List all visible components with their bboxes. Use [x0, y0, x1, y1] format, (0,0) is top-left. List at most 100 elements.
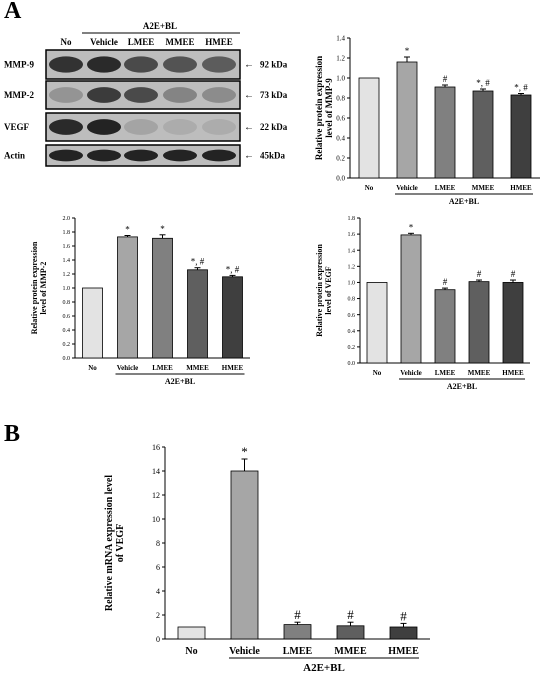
y-tick-label: 0.0 — [336, 174, 345, 182]
bar — [400, 234, 422, 364]
bar — [502, 282, 524, 364]
blot-band — [202, 56, 236, 73]
y-tick-label: 1.4 — [336, 34, 345, 42]
bar — [389, 626, 418, 640]
blot-band — [124, 87, 158, 103]
y-tick-label: 1.0 — [63, 286, 71, 292]
x-tick-label: HMEE — [502, 369, 524, 377]
blot-band — [163, 87, 197, 103]
y-axis-label: Relative protein expressionlevel of MMP-… — [30, 241, 48, 334]
blot-band — [163, 119, 197, 135]
y-axis-label: Relative protein expressionlevel of VEGF — [315, 244, 333, 337]
significance-mark: # — [400, 608, 407, 623]
y-tick-label: 0.0 — [63, 356, 71, 362]
blot-lane-label: No — [61, 37, 72, 47]
bar — [152, 237, 173, 359]
x-tick-label: No — [373, 369, 382, 377]
x-tick-label: LMEE — [435, 369, 456, 377]
x-tick-label: HMEE — [222, 364, 244, 372]
y-tick-label: 14 — [152, 467, 160, 476]
significance-mark: # — [477, 269, 482, 279]
y-tick-label: 0.6 — [63, 314, 71, 320]
x-tick-label: MMEE — [468, 369, 491, 377]
blot-row-label: Actin — [4, 151, 25, 161]
x-tick-label: LMEE — [435, 184, 456, 192]
y-tick-label: 0.8 — [63, 300, 71, 306]
bar — [358, 77, 380, 179]
y-tick-label: 1.4 — [348, 248, 356, 254]
chart-vegf_protein: 0.0 0.2 0.4 0.6 0.8 1.0 1.2 1.4 1.6 1.8 Relative p… — [315, 216, 530, 391]
y-tick-label: 1.0 — [336, 74, 345, 82]
bar — [230, 470, 259, 640]
significance-mark: *, # — [191, 257, 205, 267]
y-tick-label: 1.8 — [348, 216, 356, 222]
x-tick-label: Vehicle — [229, 646, 260, 657]
blot-band — [202, 119, 236, 135]
blot-lane-label: Vehicle — [90, 37, 118, 47]
blot-size-arrow: ← — [244, 151, 254, 162]
x-tick-label: MMEE — [186, 364, 209, 372]
y-tick-label: 1.6 — [348, 232, 356, 238]
blot-lane-label: MMEE — [166, 37, 195, 47]
bar — [222, 276, 243, 359]
x-tick-label: No — [185, 646, 197, 657]
blot-lane-label: LMEE — [128, 37, 155, 47]
bar — [366, 282, 388, 364]
blot-band — [87, 149, 121, 162]
group-label: A2E+BL — [447, 382, 477, 391]
blot-treatment-header: A2E+BL — [143, 21, 177, 31]
chart-mmp9: 0.0 0.2 0.4 0.6 0.8 1.0 1.2 1.4 Relative protein… — [314, 34, 540, 206]
blot-size-arrow: ← — [244, 60, 254, 71]
x-tick-label: MMEE — [334, 646, 367, 657]
bar — [283, 624, 312, 640]
bar — [82, 287, 103, 359]
significance-mark: # — [294, 607, 301, 622]
group-label: A2E+BL — [165, 377, 195, 386]
blot-band — [87, 87, 121, 103]
blot-row-label: MMP-9 — [4, 60, 34, 70]
x-tick-label: HMEE — [388, 646, 419, 657]
blot-row-label: MMP-2 — [4, 90, 34, 100]
blot-band — [124, 119, 158, 135]
x-tick-label: LMEE — [283, 646, 313, 657]
y-tick-label: 0.2 — [348, 345, 356, 351]
y-tick-label: 1.4 — [63, 258, 71, 264]
significance-mark: # — [511, 269, 516, 279]
bar — [434, 86, 456, 179]
blot-band — [202, 87, 236, 103]
western-blot: No Vehicle LMEE MMEE HMEE A2E+BL MMP-9 ← 92 kDa M… — [4, 21, 288, 167]
x-tick-label: No — [365, 184, 374, 192]
y-tick-label: 10 — [152, 515, 160, 524]
blot-size-label: 22 kDa — [260, 122, 288, 132]
x-tick-label: Vehicle — [117, 364, 139, 372]
panel-label-b: B — [4, 421, 21, 447]
significance-mark: *, # — [514, 83, 528, 93]
group-label: A2E+BL — [303, 662, 345, 674]
group-label: A2E+BL — [449, 197, 479, 206]
blot-lane-label: HMEE — [205, 37, 233, 47]
blot-band — [124, 149, 158, 162]
blot-band — [49, 56, 83, 73]
significance-mark: *, # — [226, 264, 240, 274]
y-tick-label: 1.0 — [348, 281, 356, 287]
y-tick-label: 0 — [156, 635, 160, 644]
chart-vegf_mrna: 0 2 4 6 8 10 12 14 16 Relative mRNA expression le… — [104, 443, 430, 674]
x-tick-label: MMEE — [472, 184, 495, 192]
y-tick-label: 8 — [156, 539, 160, 548]
y-tick-label: 16 — [152, 443, 160, 452]
y-tick-label: 1.8 — [63, 230, 71, 236]
x-tick-label: Vehicle — [400, 369, 422, 377]
blot-size-arrow: ← — [244, 90, 254, 101]
y-tick-label: 0.0 — [348, 361, 356, 367]
significance-mark: * — [405, 46, 410, 56]
blot-row-label: VEGF — [4, 122, 30, 132]
blot-band — [49, 87, 83, 103]
x-tick-label: LMEE — [152, 364, 173, 372]
blot-size-arrow: ← — [244, 122, 254, 133]
y-axis-label: Relative protein expressionlevel of MMP-… — [314, 56, 334, 160]
bar — [434, 289, 456, 364]
blot-band — [87, 119, 121, 135]
y-tick-label: 2 — [156, 611, 160, 620]
y-tick-label: 12 — [152, 491, 160, 500]
